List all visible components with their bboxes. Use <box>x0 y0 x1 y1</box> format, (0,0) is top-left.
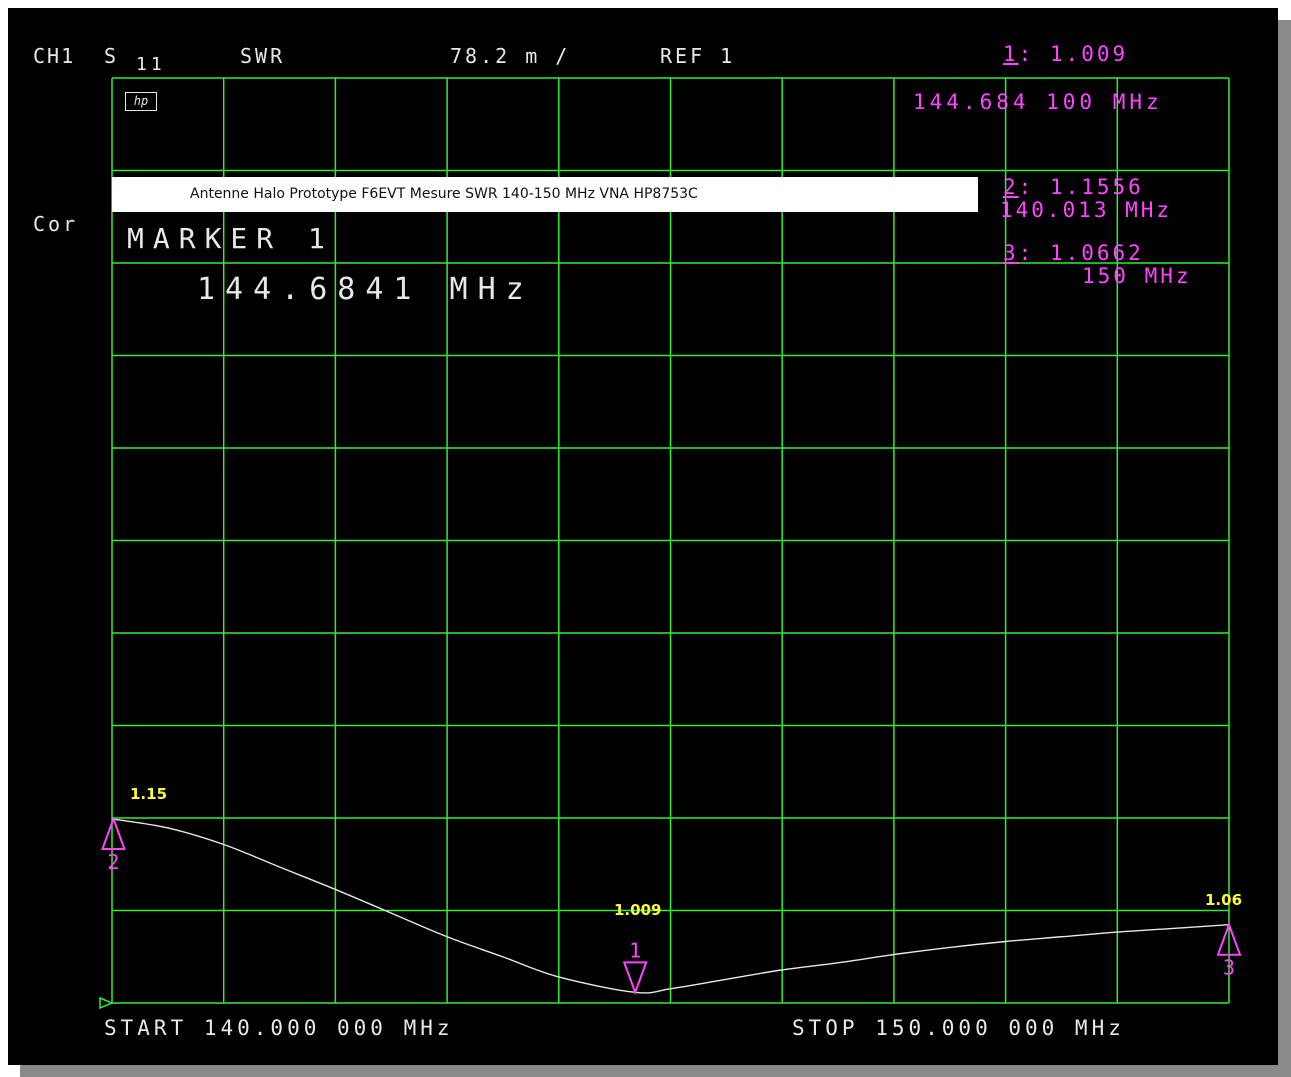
marker-3-triangle <box>1216 921 1242 956</box>
marker-2-triangle <box>101 816 126 850</box>
marker-2-readout: 2: 1.1556 <box>1003 175 1144 199</box>
marker-3-frequency: 150 MHz <box>1082 264 1192 288</box>
marker-2-label: 2 <box>107 850 119 874</box>
marker-3-readout: 3: 1.0662 <box>1003 241 1144 265</box>
marker-1-label: 1 <box>629 938 641 962</box>
annotation-marker-1: 1.009 <box>614 901 662 919</box>
marker-3-number: 3 <box>1003 241 1019 265</box>
scale-label: 78.2 m / <box>450 44 571 68</box>
chart-grid <box>111 77 1230 1004</box>
correction-label: Cor <box>33 212 79 236</box>
marker-1-readout: 1: 1.009 <box>1003 42 1128 66</box>
s-parameter-label: S <box>104 44 117 68</box>
annotation-marker-3: 1.06 <box>1205 891 1243 909</box>
frame-shadow-right <box>1278 20 1291 1077</box>
marker-3-value: 1.0662 <box>1049 241 1144 265</box>
channel-label: CH1 <box>33 44 76 68</box>
swr-trace-line <box>111 818 1230 994</box>
marker-layer: 1 2 3 <box>101 816 1242 996</box>
format-label: SWR <box>240 44 286 68</box>
trace-layer <box>111 818 1230 994</box>
marker-3-label: 3 <box>1223 956 1235 980</box>
active-marker-label: MARKER 1 <box>127 222 334 255</box>
start-frequency-label: START 140.000 000 MHz <box>104 1016 454 1040</box>
s-parameter-subscript: 11 <box>136 54 166 75</box>
marker-1-triangle <box>622 961 648 996</box>
stop-frequency-label: STOP 150.000 000 MHz <box>792 1016 1125 1040</box>
marker-2-value: 1.1556 <box>1049 175 1144 199</box>
marker-2-number: 2 <box>1003 175 1019 199</box>
marker-2-separator: : <box>1018 175 1035 199</box>
marker-1-number: 1 <box>1003 42 1019 66</box>
marker-1-value: 1.009 <box>1049 42 1129 66</box>
marker-1-separator: : <box>1018 42 1035 66</box>
hp-logo-icon: hp <box>125 92 157 111</box>
caption-banner: Antenne Halo Prototype F6EVT Mesure SWR … <box>112 177 978 212</box>
reference-label: REF 1 <box>660 44 736 68</box>
annotation-marker-2: 1.15 <box>130 785 168 803</box>
frame-shadow-bottom <box>20 1065 1291 1077</box>
marker-2-frequency: 140.013 MHz <box>1000 198 1173 222</box>
active-marker-frequency: 144.6841 MHz <box>197 272 534 307</box>
marker-1-frequency: 144.684 100 MHz <box>913 90 1163 114</box>
reference-line-icon <box>99 996 114 1010</box>
marker-3-separator: : <box>1018 241 1035 265</box>
